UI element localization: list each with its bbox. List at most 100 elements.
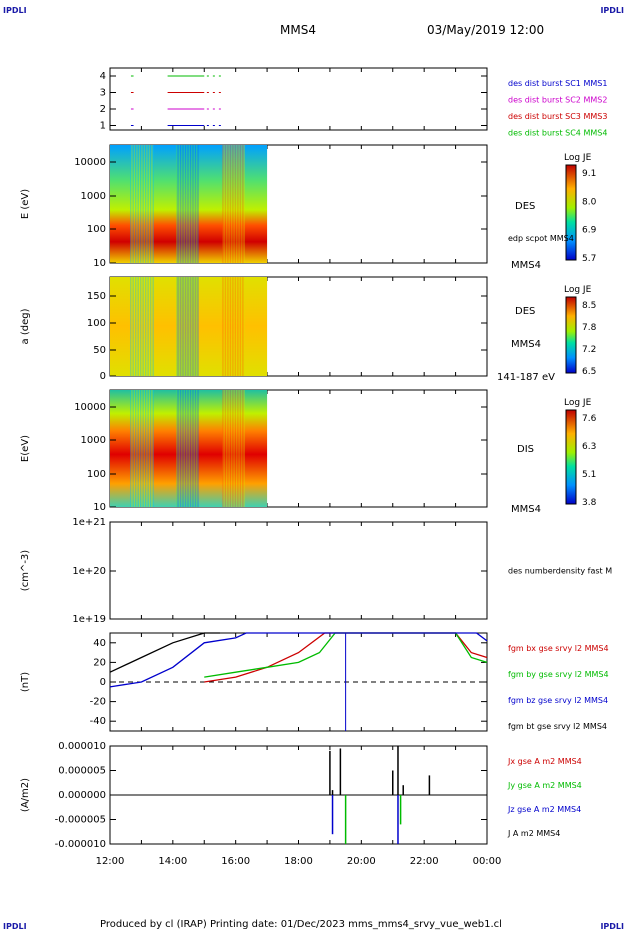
dis-energy-streak: [132, 390, 134, 507]
dis-energy-streak: [196, 390, 198, 507]
des-energy-streak: [238, 145, 240, 263]
dis-energy-colorbar-tick: 5.1: [582, 470, 596, 480]
dis-energy-streak: [186, 390, 188, 507]
dis-energy-streak: [192, 390, 194, 507]
current-ytick-label: -0.000005: [55, 815, 106, 826]
corner-bl: IPDLI: [3, 922, 27, 931]
des-energy-ytick-label: 10000: [74, 157, 106, 168]
dis-energy-ytick-label: 1000: [81, 435, 106, 446]
dis-energy-streak: [242, 390, 244, 507]
dis-energy-streak: [144, 390, 147, 507]
dis-energy-colorbar-title: Log JE: [564, 398, 592, 408]
des-pitch-colorbar-tick: 7.8: [582, 323, 597, 333]
des-energy-streak: [131, 145, 133, 263]
des-pitch-streak: [137, 277, 139, 376]
fgm-ytick-label: -40: [90, 716, 106, 727]
des-pitch-streak: [238, 277, 240, 376]
des-pitch-colorbar-tick: 8.5: [582, 301, 596, 311]
des-energy-streak: [240, 145, 243, 263]
des-pitch-streak: [191, 277, 193, 376]
des-pitch-streak: [227, 277, 229, 376]
x-tick-label: 20:00: [347, 856, 376, 867]
dis-energy-streak: [228, 390, 230, 507]
des-pitch-spectrogram: [110, 277, 268, 376]
des-energy-streak: [151, 145, 153, 263]
des-energy-streak: [193, 145, 196, 263]
x-tick-label: 14:00: [158, 856, 187, 867]
dis-energy-streak: [181, 390, 183, 507]
des-pitch-spacecraft: MMS4: [511, 339, 541, 350]
des-pitch-streak: [144, 277, 147, 376]
dis-energy-streak: [233, 390, 235, 507]
dis-energy-streak: [136, 390, 138, 507]
des-energy-colorbar-tick: 6.9: [582, 226, 597, 236]
des-pitch-streak: [152, 277, 154, 376]
dis-energy-streak: [243, 390, 245, 507]
des-pitch-streak: [222, 277, 224, 376]
des-pitch-streak: [242, 277, 244, 376]
des-pitch-streak: [142, 277, 144, 376]
dis-energy-streak: [141, 390, 143, 507]
des-energy-colorbar-title: Log JE: [564, 153, 592, 163]
des-pitch-streak: [139, 277, 142, 376]
dis-energy-streak: [183, 390, 186, 507]
des-energy-streak: [142, 145, 144, 263]
dis-energy-streak: [224, 390, 227, 507]
dis-energy-streak: [229, 390, 232, 507]
fgm-legend-item: fgm bz gse srvy l2 MMS4: [508, 696, 608, 705]
footer-text: Produced by cl (IRAP) Printing date: 01/…: [100, 919, 502, 930]
availability-legend-item: des dist burst SC2 MMS2: [508, 96, 607, 105]
dis-energy-streak: [152, 390, 154, 507]
dis-energy-streak: [131, 390, 133, 507]
dis-energy-streak: [184, 390, 187, 507]
des-energy-streak: [137, 145, 139, 263]
des-pitch-streak: [132, 277, 134, 376]
des-energy-streak: [134, 145, 137, 263]
des-energy-streak: [194, 145, 197, 263]
des-pitch-streak: [234, 277, 237, 376]
dis-energy-colorbar: [565, 409, 577, 505]
dis-energy-streak: [232, 390, 234, 507]
dis-energy-streak: [240, 390, 243, 507]
des-pitch-colorbar-tick: 7.2: [582, 345, 596, 355]
des-energy-streak: [239, 145, 242, 263]
des-pitch-streak: [130, 277, 132, 376]
des-pitch-streak: [224, 277, 227, 376]
des-energy-streak: [233, 145, 235, 263]
corner-tr: IPDLI: [600, 6, 624, 15]
des-energy-scpot: edp scpot MMS4: [508, 234, 574, 243]
des-energy-streak: [227, 145, 229, 263]
des-energy-ytick-label: 100: [87, 224, 106, 235]
des-energy-colorbar-tick: 9.1: [582, 169, 596, 179]
dis-energy-streak: [230, 390, 233, 507]
des-pitch-streak: [149, 277, 152, 376]
dis-energy-streak: [130, 390, 132, 507]
des-energy-streak: [188, 145, 191, 263]
des-pitch-energy-range: 141-187 eV: [497, 372, 555, 383]
des-pitch-colorbar-tick: 6.5: [582, 367, 596, 377]
des-energy-streak: [192, 145, 194, 263]
des-energy-streak: [182, 145, 184, 263]
des-energy-ylabel: E (eV): [20, 189, 31, 219]
des-energy-spacecraft: MMS4: [511, 260, 541, 271]
x-tick-label: 12:00: [96, 856, 125, 867]
des-pitch-streak: [194, 277, 197, 376]
fgm-ytick-label: 20: [93, 657, 106, 668]
density-ylabel: (cm^-3): [20, 550, 31, 591]
des-pitch-streak: [131, 277, 133, 376]
des-energy-streak: [177, 145, 179, 263]
des-energy-streak: [228, 145, 230, 263]
des-pitch-streak: [243, 277, 245, 376]
des-pitch-streak: [143, 277, 146, 376]
dis-energy-ytick-label: 10000: [74, 402, 106, 413]
datetime-title: 03/May/2019 12:00: [427, 23, 545, 37]
dis-energy-streak: [177, 390, 179, 507]
des-pitch-ylabel: a (deg): [20, 308, 31, 344]
dis-energy-streak: [193, 390, 196, 507]
corner-br: IPDLI: [600, 922, 624, 931]
des-pitch-streak: [181, 277, 183, 376]
des-energy-streak: [141, 145, 143, 263]
availability-legend-item: des dist burst SC1 MMS1: [508, 79, 607, 88]
density-ytick-label: 1e+21: [72, 517, 106, 528]
dis-energy-streak: [149, 390, 152, 507]
